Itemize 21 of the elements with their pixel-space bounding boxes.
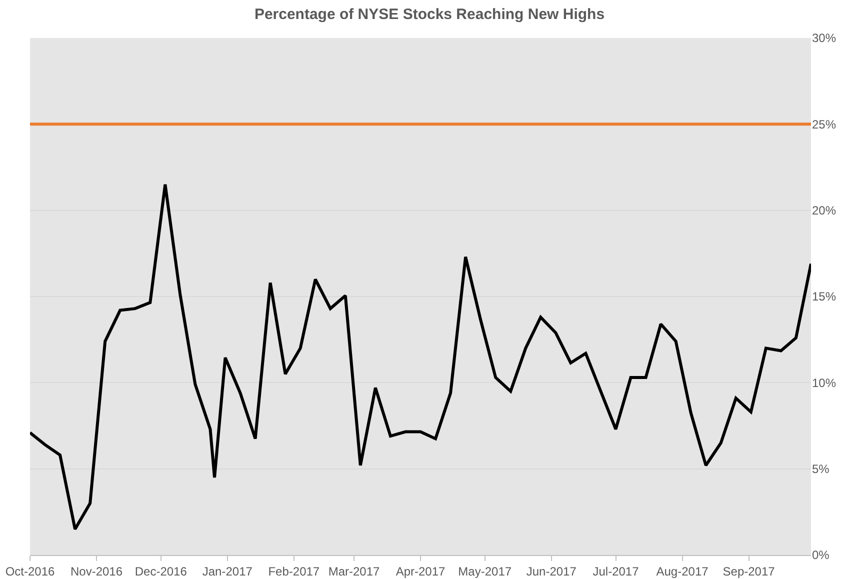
x-tick-label: Jan-2017: [202, 564, 253, 578]
x-tick-label: Nov-2016: [70, 564, 123, 578]
y-tick-label: 5%: [812, 462, 830, 476]
x-tick-label: May-2017: [458, 564, 512, 578]
x-tick-label: Jun-2017: [526, 564, 577, 578]
x-tick-label: Apr-2017: [396, 564, 446, 578]
y-tick-label: 20%: [812, 204, 836, 218]
x-tick-label: Oct-2016: [5, 564, 56, 578]
x-tick-label: Dec-2016: [134, 564, 188, 578]
x-tick-label: Jul-2017: [592, 564, 640, 578]
y-tick-label: 25%: [812, 117, 836, 132]
y-tick-label: 10%: [812, 376, 836, 390]
y-tick-label: 30%: [812, 31, 836, 46]
chart-title: Percentage of NYSE Stocks Reaching New Highs: [254, 6, 605, 24]
x-tick-label: Aug-2017: [656, 564, 709, 578]
y-tick-label: 0%: [812, 548, 830, 562]
x-tick-label: Feb-2017: [268, 564, 320, 578]
x-tick-label: Sep-2017: [722, 564, 776, 578]
y-tick-label: 15%: [812, 290, 836, 304]
x-tick-label: Mar-2017: [328, 564, 380, 578]
line-series: [30, 182, 811, 531]
